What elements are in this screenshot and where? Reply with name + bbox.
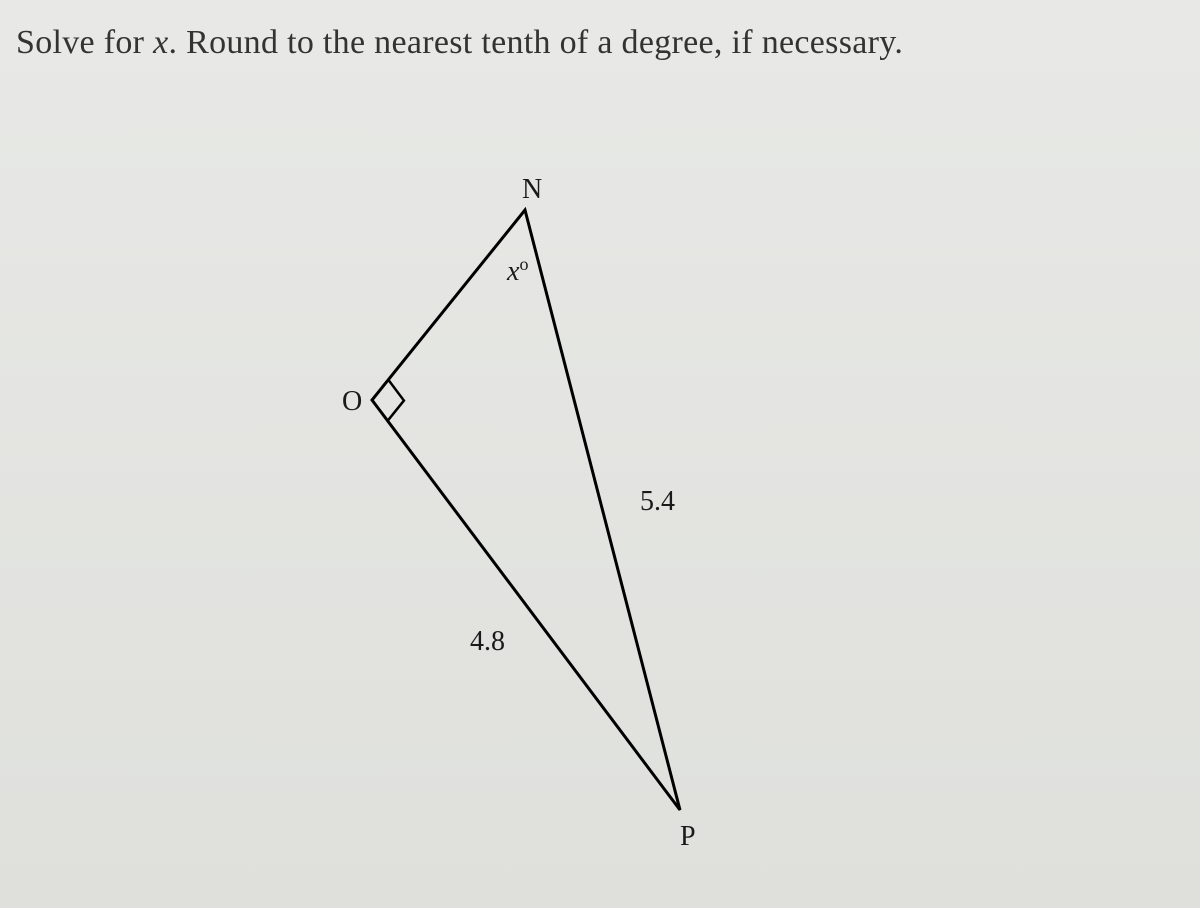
side-label-np: 5.4	[640, 486, 675, 517]
triangle-svg: N O P 4.8 5.4 xo	[300, 170, 800, 870]
triangle-diagram: N O P 4.8 5.4 xo	[300, 170, 800, 870]
question-suffix: . Round to the nearest tenth of a degree…	[169, 24, 904, 61]
vertex-label-o: O	[342, 386, 362, 417]
question-prefix: Solve for	[16, 24, 153, 61]
vertex-label-n: N	[522, 174, 542, 205]
angle-label-x: xo	[506, 254, 528, 287]
side-label-op: 4.8	[470, 626, 505, 657]
right-angle-marker	[388, 380, 404, 421]
question-text: Solve for x. Round to the nearest tenth …	[16, 24, 903, 62]
vertex-label-p: P	[680, 821, 696, 852]
triangle-outline	[372, 210, 680, 810]
question-variable: x	[153, 24, 168, 61]
